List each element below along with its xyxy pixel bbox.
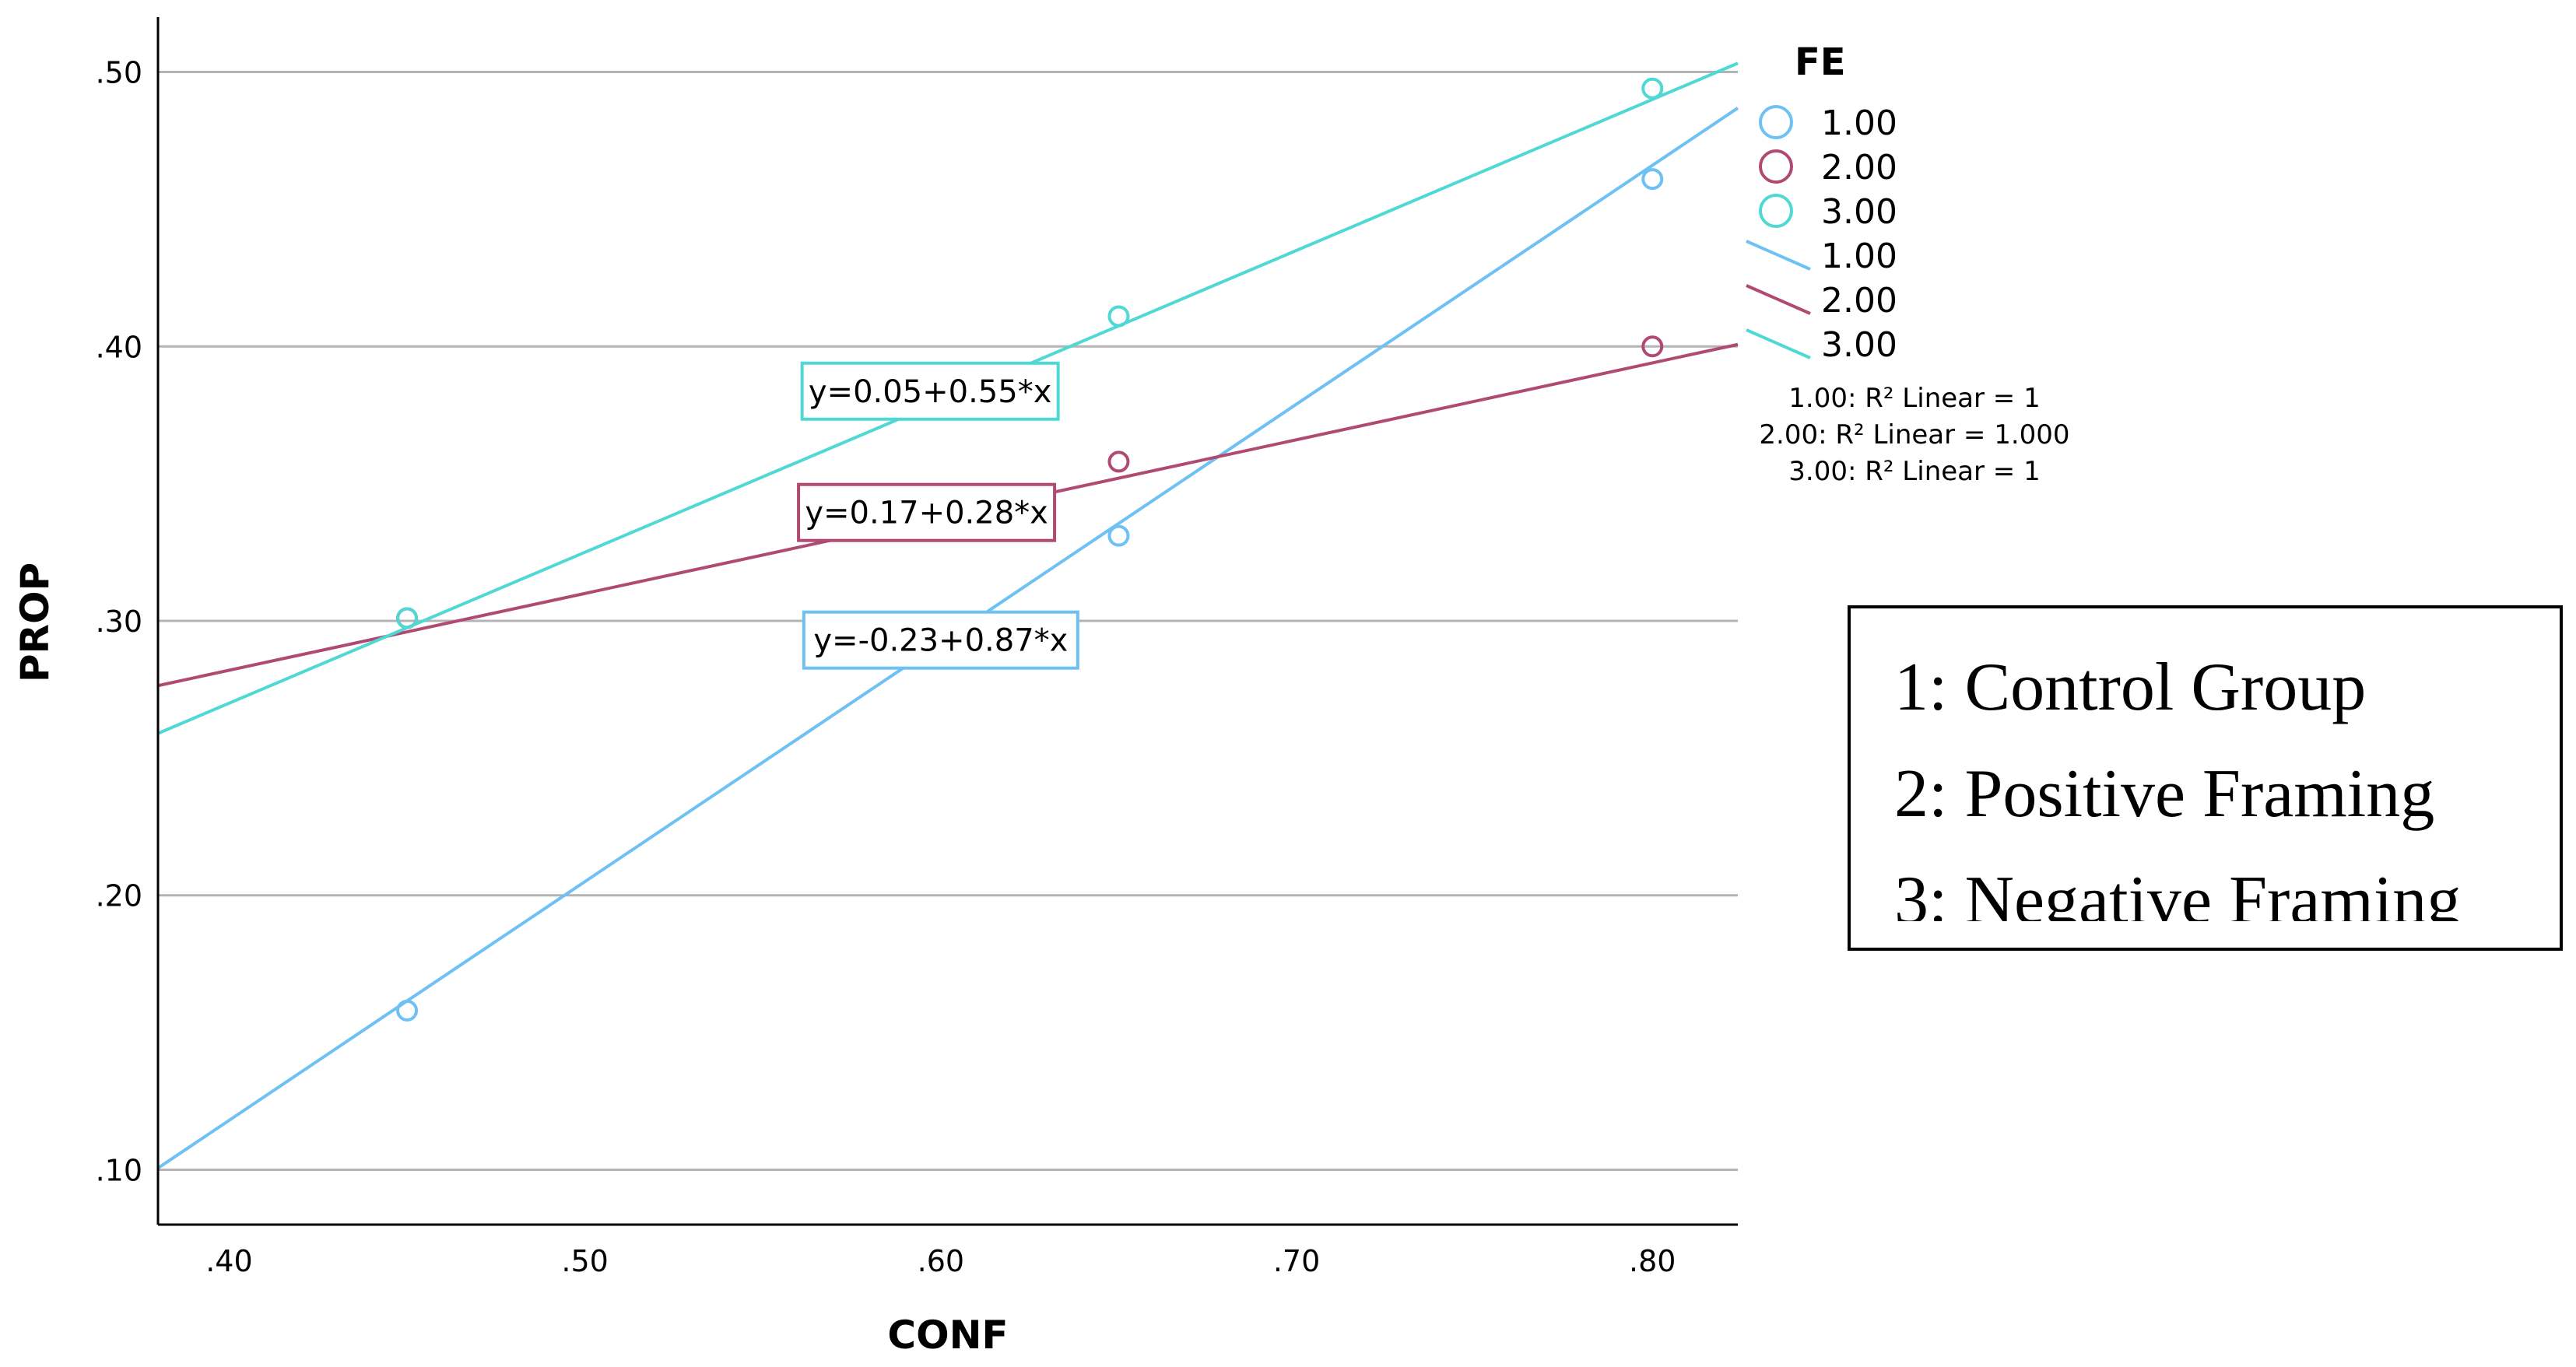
equation-box-1.00 <box>802 610 1079 670</box>
y-tick-label: .40 <box>96 330 142 364</box>
r2-notes: 1.00: R² Linear = 1 2.00: R² Linear = 1.0… <box>1759 383 2069 487</box>
r2-note-3.00: 3.00: R² Linear = 1 <box>1788 456 2040 487</box>
x-axis-label: CONF <box>887 1313 1008 1358</box>
legend-marker-point-1.00 <box>1759 105 1793 139</box>
legend-title: FE <box>1795 40 1846 84</box>
point-1.00-0 <box>396 999 419 1022</box>
x-tick-label: .60 <box>918 1244 964 1278</box>
group-key-line-0: 1: Control Group <box>1894 650 2366 725</box>
legend-label-point-1.00: 1.00 <box>1821 103 1897 143</box>
y-tick-label: .10 <box>96 1153 142 1187</box>
group-key-box: 1: Control Group 2: Positive Framing 3: Ne… <box>1848 605 2563 951</box>
x-tick-label: .40 <box>205 1244 252 1278</box>
legend-label-line-2.00: 2.00 <box>1821 281 1897 321</box>
legend-label-line-1.00: 1.00 <box>1821 237 1897 276</box>
group-key-frame <box>1848 605 2563 951</box>
equation-box-3.00 <box>800 361 1060 421</box>
equation-label-3.00: y=0.05+0.55*x <box>809 374 1052 410</box>
x-tick-label: .80 <box>1629 1244 1676 1278</box>
tick-labels: .10 .20 .30 .40 .50 .40 .50 .60 .70 .80 <box>96 56 1676 1278</box>
y-tick-label: .20 <box>96 879 142 913</box>
legend-marker-point-2.00 <box>1759 149 1793 184</box>
equation-labels: y=-0.23+0.87*x y=0.17+0.28*x y=0.05+0.55*x <box>797 361 1079 670</box>
equation-label-2.00: y=0.17+0.28*x <box>805 496 1048 531</box>
legend-label-point-3.00: 3.00 <box>1821 192 1897 232</box>
x-tick-label: .70 <box>1273 1244 1320 1278</box>
y-axis-label: PROP <box>12 563 58 682</box>
y-tick-label: .50 <box>96 56 142 90</box>
point-2.00-2 <box>1641 335 1664 358</box>
legend-marker-line-2.00 <box>1746 284 1811 315</box>
point-3.00-0 <box>396 607 419 629</box>
equation-label-1.00: y=-0.23+0.87*x <box>813 623 1068 659</box>
point-2.00-1 <box>1107 450 1130 473</box>
group-key-line-2: 3: Negative Framing <box>1894 863 2461 938</box>
legend-marker-line-1.00 <box>1746 240 1811 271</box>
r2-note-1.00: 1.00: R² Linear = 1 <box>1788 383 2040 414</box>
legend-label-point-2.00: 2.00 <box>1821 148 1897 188</box>
point-1.00-2 <box>1641 168 1664 191</box>
point-3.00-1 <box>1107 305 1130 328</box>
axes <box>156 17 1738 1226</box>
point-3.00-2 <box>1641 77 1664 100</box>
legend: FE 1.002.003.001.002.003.00 <box>1746 40 1897 365</box>
x-tick-label: .50 <box>561 1244 608 1278</box>
legend-marker-line-3.00 <box>1746 328 1811 359</box>
legend-marker-point-3.00 <box>1759 194 1793 228</box>
data-points <box>396 77 1664 1022</box>
equation-box-2.00 <box>797 482 1057 542</box>
point-1.00-1 <box>1107 524 1130 547</box>
group-key-line-1: 2: Positive Framing <box>1894 756 2434 832</box>
y-tick-label: .30 <box>96 605 142 639</box>
r2-note-2.00: 2.00: R² Linear = 1.000 <box>1759 419 2069 450</box>
legend-label-line-3.00: 3.00 <box>1821 325 1897 365</box>
